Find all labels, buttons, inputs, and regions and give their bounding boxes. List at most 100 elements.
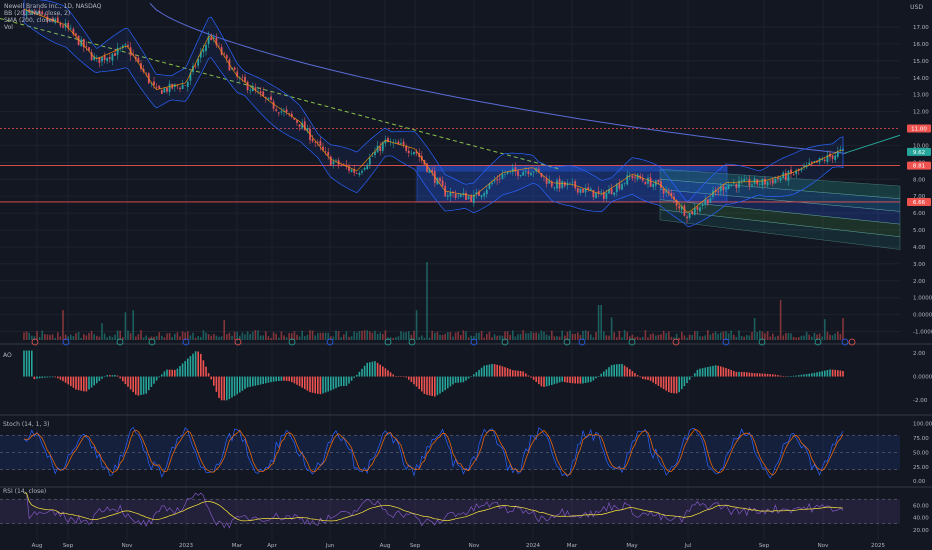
candle-body bbox=[257, 91, 259, 92]
ao-bar bbox=[512, 370, 514, 377]
volume-bar bbox=[655, 335, 657, 340]
event-marker bbox=[182, 338, 190, 346]
ao-bar bbox=[668, 376, 670, 393]
candle-body bbox=[277, 112, 280, 114]
volume-bar bbox=[493, 334, 496, 340]
ao-bar bbox=[543, 376, 545, 387]
candle-body bbox=[540, 172, 543, 177]
ao-bar bbox=[166, 369, 168, 377]
ao-bar bbox=[436, 376, 439, 396]
ao-bar bbox=[613, 364, 615, 377]
volume-bar bbox=[540, 330, 543, 340]
price-label-text: 6.66 bbox=[913, 200, 926, 206]
ao-bar bbox=[262, 376, 264, 384]
volume-bar bbox=[415, 310, 418, 340]
volume-indicator-label[interactable]: Vol bbox=[4, 24, 13, 31]
ao-bar bbox=[439, 376, 441, 394]
stoch-tick-label: 50.00 bbox=[913, 450, 929, 456]
volume-bar bbox=[254, 330, 257, 340]
ao-bar bbox=[174, 369, 176, 377]
candle-body bbox=[558, 178, 561, 189]
candle-body bbox=[605, 193, 608, 199]
y-tick-label: 13.00 bbox=[913, 93, 929, 99]
sma-indicator-label[interactable]: SMA (200, close) bbox=[4, 17, 55, 24]
ao-bar bbox=[803, 374, 805, 377]
ao-bar bbox=[28, 350, 30, 377]
candle-body bbox=[592, 189, 595, 198]
volume-bar bbox=[293, 331, 296, 340]
candle-body bbox=[134, 56, 137, 60]
candle-body bbox=[306, 128, 309, 132]
ao-bar bbox=[150, 376, 153, 387]
volume-bar bbox=[70, 334, 72, 340]
ao-bar bbox=[64, 376, 67, 383]
stoch-pane-label[interactable]: Stoch (14, 1, 3) bbox=[3, 421, 50, 428]
volume-bar bbox=[353, 331, 355, 340]
ao-pane-label[interactable]: AO bbox=[3, 352, 12, 359]
volume-bar bbox=[792, 336, 795, 340]
symbol-title[interactable]: Newell Brands Inc., 1D, NASDAQ bbox=[4, 3, 102, 10]
volume-bar bbox=[434, 332, 436, 340]
volume-bar bbox=[278, 337, 280, 340]
candle-body bbox=[163, 88, 166, 93]
candle-body bbox=[743, 178, 746, 182]
volume-bar bbox=[746, 335, 748, 340]
x-tick-label: Sep bbox=[410, 543, 421, 549]
volume-bar bbox=[252, 331, 254, 340]
ao-bar bbox=[696, 369, 699, 377]
candle-body bbox=[254, 87, 257, 91]
candle-body bbox=[595, 192, 597, 199]
event-marker bbox=[326, 338, 334, 346]
candle-body bbox=[28, 9, 31, 11]
candle-body bbox=[394, 141, 397, 143]
volume-bar bbox=[743, 336, 745, 340]
candle-body bbox=[740, 180, 743, 182]
volume-bar bbox=[304, 336, 306, 340]
candle-body bbox=[470, 196, 473, 202]
candle-body bbox=[280, 111, 283, 113]
volume-bar bbox=[236, 331, 238, 340]
volume-bar bbox=[46, 334, 49, 340]
ao-bar bbox=[246, 376, 249, 388]
volume-bar bbox=[324, 332, 327, 340]
ao-bar bbox=[176, 368, 179, 377]
volume-bar bbox=[213, 333, 215, 340]
volume-bar bbox=[337, 331, 340, 340]
rsi-pane-label[interactable]: RSI (14, close) bbox=[3, 488, 47, 495]
volume-bar bbox=[465, 331, 467, 340]
candle-body bbox=[777, 177, 779, 180]
ao-bar bbox=[88, 376, 90, 390]
ao-bar bbox=[431, 376, 433, 397]
candle-body bbox=[137, 57, 140, 63]
ao-bar bbox=[467, 376, 470, 379]
candle-body bbox=[228, 59, 231, 71]
candle-body bbox=[363, 167, 366, 170]
volume-bar bbox=[231, 335, 233, 340]
price-label-text: 11.00 bbox=[911, 127, 927, 133]
volume-bar bbox=[135, 336, 137, 340]
candle-body bbox=[384, 139, 387, 144]
candle-body bbox=[662, 188, 665, 194]
candle-body bbox=[426, 163, 428, 172]
volume-bar bbox=[756, 332, 758, 340]
ao-bar bbox=[727, 368, 730, 377]
volume-bar bbox=[140, 330, 142, 340]
volume-bar bbox=[675, 333, 678, 340]
candle-body bbox=[431, 170, 434, 173]
volume-bar bbox=[366, 330, 368, 340]
candle-body bbox=[329, 156, 332, 166]
candle-body bbox=[514, 167, 517, 172]
y-tick-label: 4.00 bbox=[913, 245, 926, 251]
candle-body bbox=[790, 169, 792, 174]
volume-bar bbox=[267, 336, 270, 340]
price-label-badge bbox=[907, 197, 931, 206]
bb-indicator-label[interactable]: BB (20, SMA, close, 2) bbox=[4, 10, 71, 17]
volume-bar bbox=[111, 337, 114, 340]
x-tick-label: Aug bbox=[380, 543, 391, 549]
candle-body bbox=[647, 177, 649, 184]
candle-body bbox=[361, 170, 363, 173]
ao-bar bbox=[730, 369, 732, 377]
rsi-tick-label: 20.00 bbox=[913, 528, 929, 534]
candle-body bbox=[457, 195, 460, 197]
